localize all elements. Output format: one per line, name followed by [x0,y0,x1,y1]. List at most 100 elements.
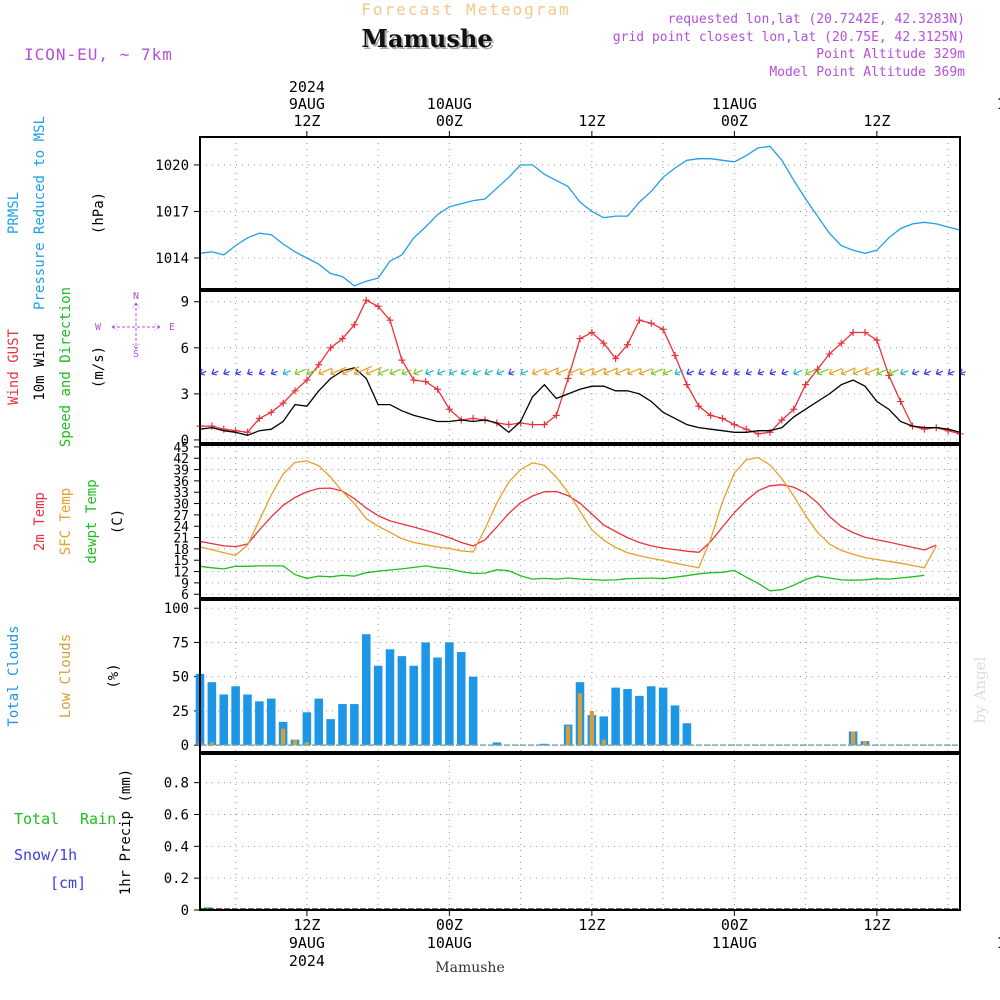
wind-arrows [199,365,966,376]
top-time-label: 12Z [863,112,890,130]
low-cloud-bar [862,741,868,746]
y-tick-label: 50 [172,670,189,686]
wind-arrow-icon [436,368,446,376]
y-axis-label: Wind GUST [6,329,22,405]
low-cloud-bar [601,739,606,746]
wind-arrow-icon [876,368,889,376]
gust-point [944,427,952,435]
low-cloud-bar [589,710,595,746]
requested-point: requested lon,lat (20.7242E, 42.3283N) [668,12,965,27]
wind-arrow-icon [733,368,741,376]
bottom-time-label: 9AUG [289,934,325,952]
panel-frame [199,753,961,911]
wind-arrow-icon [353,365,372,376]
total-cloud-bar [219,694,229,746]
gust-point [303,376,311,384]
y-tick-label: 0 [181,433,189,449]
compass-cross [111,302,161,350]
panel-frame [199,444,961,599]
gust-point [588,328,596,336]
gust-point [612,355,620,363]
low-cloud-bar [304,742,310,746]
wind-arrow-icon [911,368,920,376]
y-axis-label: dewpt Temp [84,479,100,563]
total-cloud-bar [646,686,656,746]
wind-arrow-icon [246,368,253,376]
gust-point [671,351,679,359]
y-tick-label: 30 [173,498,189,513]
wind-arrow-icon [816,368,829,376]
panel-precip: 0 0.2 0.4 0.6 0.8 1hr Precip (mm) Total RainSno… [14,753,961,919]
wind-arrow-icon [472,368,481,376]
wind-arrow-icon [769,368,777,376]
wind-arrow-icon [579,367,594,376]
y-tick-label: 1017 [155,204,189,220]
y-tick-label: 33 [173,486,189,501]
low-cloud-bar [209,742,215,746]
wind-arrow-icon [235,368,242,376]
wind-arrow-icon [258,368,266,376]
legend-total: Total [14,810,59,828]
top-time-label: 12AUG [997,95,1000,113]
wind-arrow-icon [603,367,618,376]
legend-snow: Snow/1h [14,846,77,864]
total-cloud-bar [456,652,466,746]
gust-point [920,425,928,433]
bottom-time-label: 2024 [289,952,325,970]
y-axis-label: 1hr Precip (mm) [118,769,134,895]
gust-point [291,387,299,395]
panel-pressure: 1014 1017 1020 PRMSL Pressure Reduced to MSL… [6,116,961,310]
bottom-time-label: 10AUG [427,934,472,952]
top-time-label: 2024 [289,78,325,96]
total-cloud-bar [326,719,335,746]
top-time-label: 10AUG [427,95,472,113]
series-line-temperature-2 [199,565,925,592]
y-axis-label: 2m Temp [32,492,48,551]
gust-point [434,385,441,393]
gust-point [576,335,584,343]
y-tick-label: 3 [181,387,189,403]
total-cloud-bar [445,642,454,746]
wind-arrow-icon [330,366,347,376]
gust-point [624,341,631,349]
low-cloud-bar [292,739,298,746]
bottom-time-label: 00Z [721,916,748,934]
wind-arrow-icon [888,368,899,376]
gust-point [707,411,715,419]
wind-arrow-icon [401,368,412,376]
wind-arrow-icon [757,368,765,376]
wind-arrow-icon [626,367,641,376]
y-tick-label: 1014 [155,251,189,267]
total-cloud-bar [255,701,264,746]
compass-n: N [133,291,139,302]
y-tick-label: 12 [173,566,189,581]
gust-point [778,416,786,424]
wind-arrow-icon [496,368,505,376]
panel-frame [199,599,961,753]
low-cloud-bar [280,728,286,746]
gust-point [540,421,548,429]
gust-point [802,381,810,389]
gust-point [469,414,477,422]
gust-point [719,414,726,422]
y-axis-unit: (C) [110,509,126,534]
y-tick-label: 0.8 [164,776,189,792]
total-cloud-bar [682,723,692,746]
gust-point [754,430,762,438]
series-line-wind-1 [199,367,961,436]
wind-arrow-icon [900,368,909,376]
wind-arrow-icon [543,367,559,376]
wind-arrow-icon [864,367,880,376]
gust-point [220,425,228,433]
compass-s: S [133,349,139,360]
total-cloud-bar [338,704,347,746]
wind-arrow-icon [650,368,663,376]
total-cloud-bar [409,665,419,746]
total-cloud-bar [433,657,442,746]
bottom-time-label: 12Z [293,916,320,934]
gust-point [208,422,216,430]
gust-point [362,296,370,304]
total-cloud-bar [492,742,502,746]
gust-point [350,321,358,329]
